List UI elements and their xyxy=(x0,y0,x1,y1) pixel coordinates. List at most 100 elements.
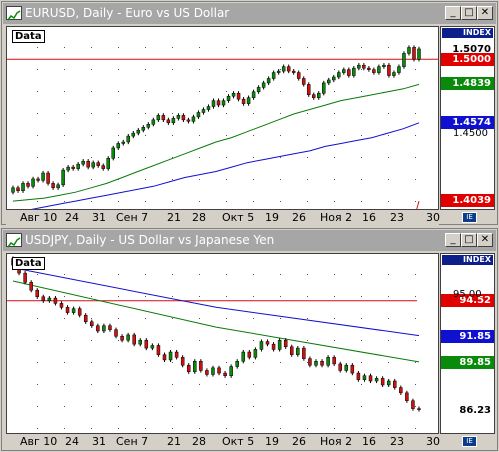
candle xyxy=(377,64,381,75)
grid-dot xyxy=(118,91,119,92)
grid-dot xyxy=(118,47,119,48)
maximize-button[interactable]: □ xyxy=(461,6,477,20)
candle xyxy=(402,51,406,69)
grid-dot xyxy=(145,296,146,297)
price-tag: 1.4574 xyxy=(441,116,494,130)
grid-dot xyxy=(37,201,38,202)
grid-dot xyxy=(199,69,200,70)
candle xyxy=(356,371,361,382)
grid-dot xyxy=(226,135,227,136)
grid-dot xyxy=(199,296,200,297)
ma-blue-line xyxy=(12,267,420,337)
grid-dot xyxy=(91,340,92,341)
candle xyxy=(266,76,271,86)
grid-dot xyxy=(226,201,227,202)
grid-dot xyxy=(145,384,146,385)
grid-dot xyxy=(253,384,254,385)
close-button[interactable]: ✕ xyxy=(477,6,493,20)
grid-dot xyxy=(91,113,92,114)
usdjpy-price-chart[interactable]: Data xyxy=(6,253,439,434)
maximize-button[interactable]: □ xyxy=(461,233,477,247)
grid-dot xyxy=(145,135,146,136)
candle xyxy=(102,323,106,334)
candle xyxy=(53,296,58,306)
candle xyxy=(311,92,316,100)
price-plot xyxy=(7,256,421,429)
grid-dot xyxy=(145,428,146,429)
candle xyxy=(226,94,231,103)
grid-dot xyxy=(199,47,200,48)
candle xyxy=(296,346,300,357)
grid-dot xyxy=(388,296,389,297)
candle xyxy=(114,327,118,339)
grid-dot xyxy=(280,384,281,385)
grid-dot xyxy=(415,135,416,136)
grid-dot xyxy=(280,296,281,297)
grid-dot xyxy=(145,157,146,158)
candle xyxy=(392,70,396,78)
minimize-button[interactable]: _ xyxy=(445,6,461,20)
price-tag: 89.85 xyxy=(441,355,494,369)
ie-corner-icon[interactable]: IE xyxy=(462,436,477,447)
date-tick-label: Сен 7 xyxy=(116,211,149,224)
date-tick-label: Окт 5 xyxy=(222,211,255,224)
date-tick-label: Окт 5 xyxy=(222,435,255,448)
candle xyxy=(286,64,291,74)
eurusd-window: EURUSD, Daily - Euro vs US Dollar _ □ ✕ … xyxy=(1,1,498,225)
grid-dot xyxy=(361,47,362,48)
eurusd-date-axis: Авг 10 24 31 Сен 7 21 28 Окт 5 19 26 Ноя 2 16 23 30 xyxy=(6,211,440,225)
grid-dot xyxy=(253,340,254,341)
candle xyxy=(156,343,161,357)
grid-dot xyxy=(415,318,416,319)
candle xyxy=(132,332,136,347)
grid-dot xyxy=(280,113,281,114)
grid-dot xyxy=(226,113,227,114)
eurusd-titlebar[interactable]: EURUSD, Daily - Euro vs US Dollar _ □ ✕ xyxy=(3,3,496,24)
grid-dot xyxy=(199,179,200,180)
candle xyxy=(161,113,166,122)
candle xyxy=(308,356,312,368)
grid-dot xyxy=(145,69,146,70)
eurusd-price-chart[interactable]: Data xyxy=(6,26,439,210)
candle xyxy=(306,82,311,97)
candle xyxy=(417,46,421,62)
grid-dot xyxy=(388,318,389,319)
minimize-button[interactable]: _ xyxy=(445,233,461,247)
close-button[interactable]: ✕ xyxy=(477,233,493,247)
candle xyxy=(211,365,215,377)
ie-corner-icon[interactable]: IE xyxy=(462,212,477,223)
candle xyxy=(407,45,411,56)
grid-dot xyxy=(91,135,92,136)
date-tick-label: Ноя 2 xyxy=(320,211,353,224)
grid-dot xyxy=(388,179,389,180)
grid-dot xyxy=(253,69,254,70)
grid-dot xyxy=(253,362,254,363)
candle xyxy=(320,359,324,368)
grid-dot xyxy=(361,318,362,319)
candle xyxy=(186,363,191,374)
grid-dot xyxy=(64,113,65,114)
candle xyxy=(176,113,181,121)
candle xyxy=(191,114,196,124)
grid-dot xyxy=(118,318,119,319)
chart-app-icon xyxy=(6,233,22,248)
usdjpy-titlebar[interactable]: USDJPY, Daily - US Dollar vs Japanese Ye… xyxy=(3,230,496,251)
price-tag: 86.23 xyxy=(441,403,494,417)
candle xyxy=(180,355,185,368)
grid-dot xyxy=(334,91,335,92)
candle xyxy=(241,349,246,364)
date-tick-label: 16 xyxy=(362,211,376,224)
grid-dot xyxy=(172,201,173,202)
window-title: USDJPY, Daily - US Dollar vs Japanese Ye… xyxy=(25,233,275,247)
grid-dot xyxy=(361,113,362,114)
grid-dot xyxy=(226,296,227,297)
grid-dot xyxy=(415,91,416,92)
grid-dot xyxy=(91,69,92,70)
grid-dot xyxy=(253,179,254,180)
grid-dot xyxy=(415,340,416,341)
grid-dot xyxy=(415,296,416,297)
grid-dot xyxy=(388,362,389,363)
grid-dot xyxy=(64,91,65,92)
grid-dot xyxy=(145,179,146,180)
grid-dot xyxy=(226,179,227,180)
